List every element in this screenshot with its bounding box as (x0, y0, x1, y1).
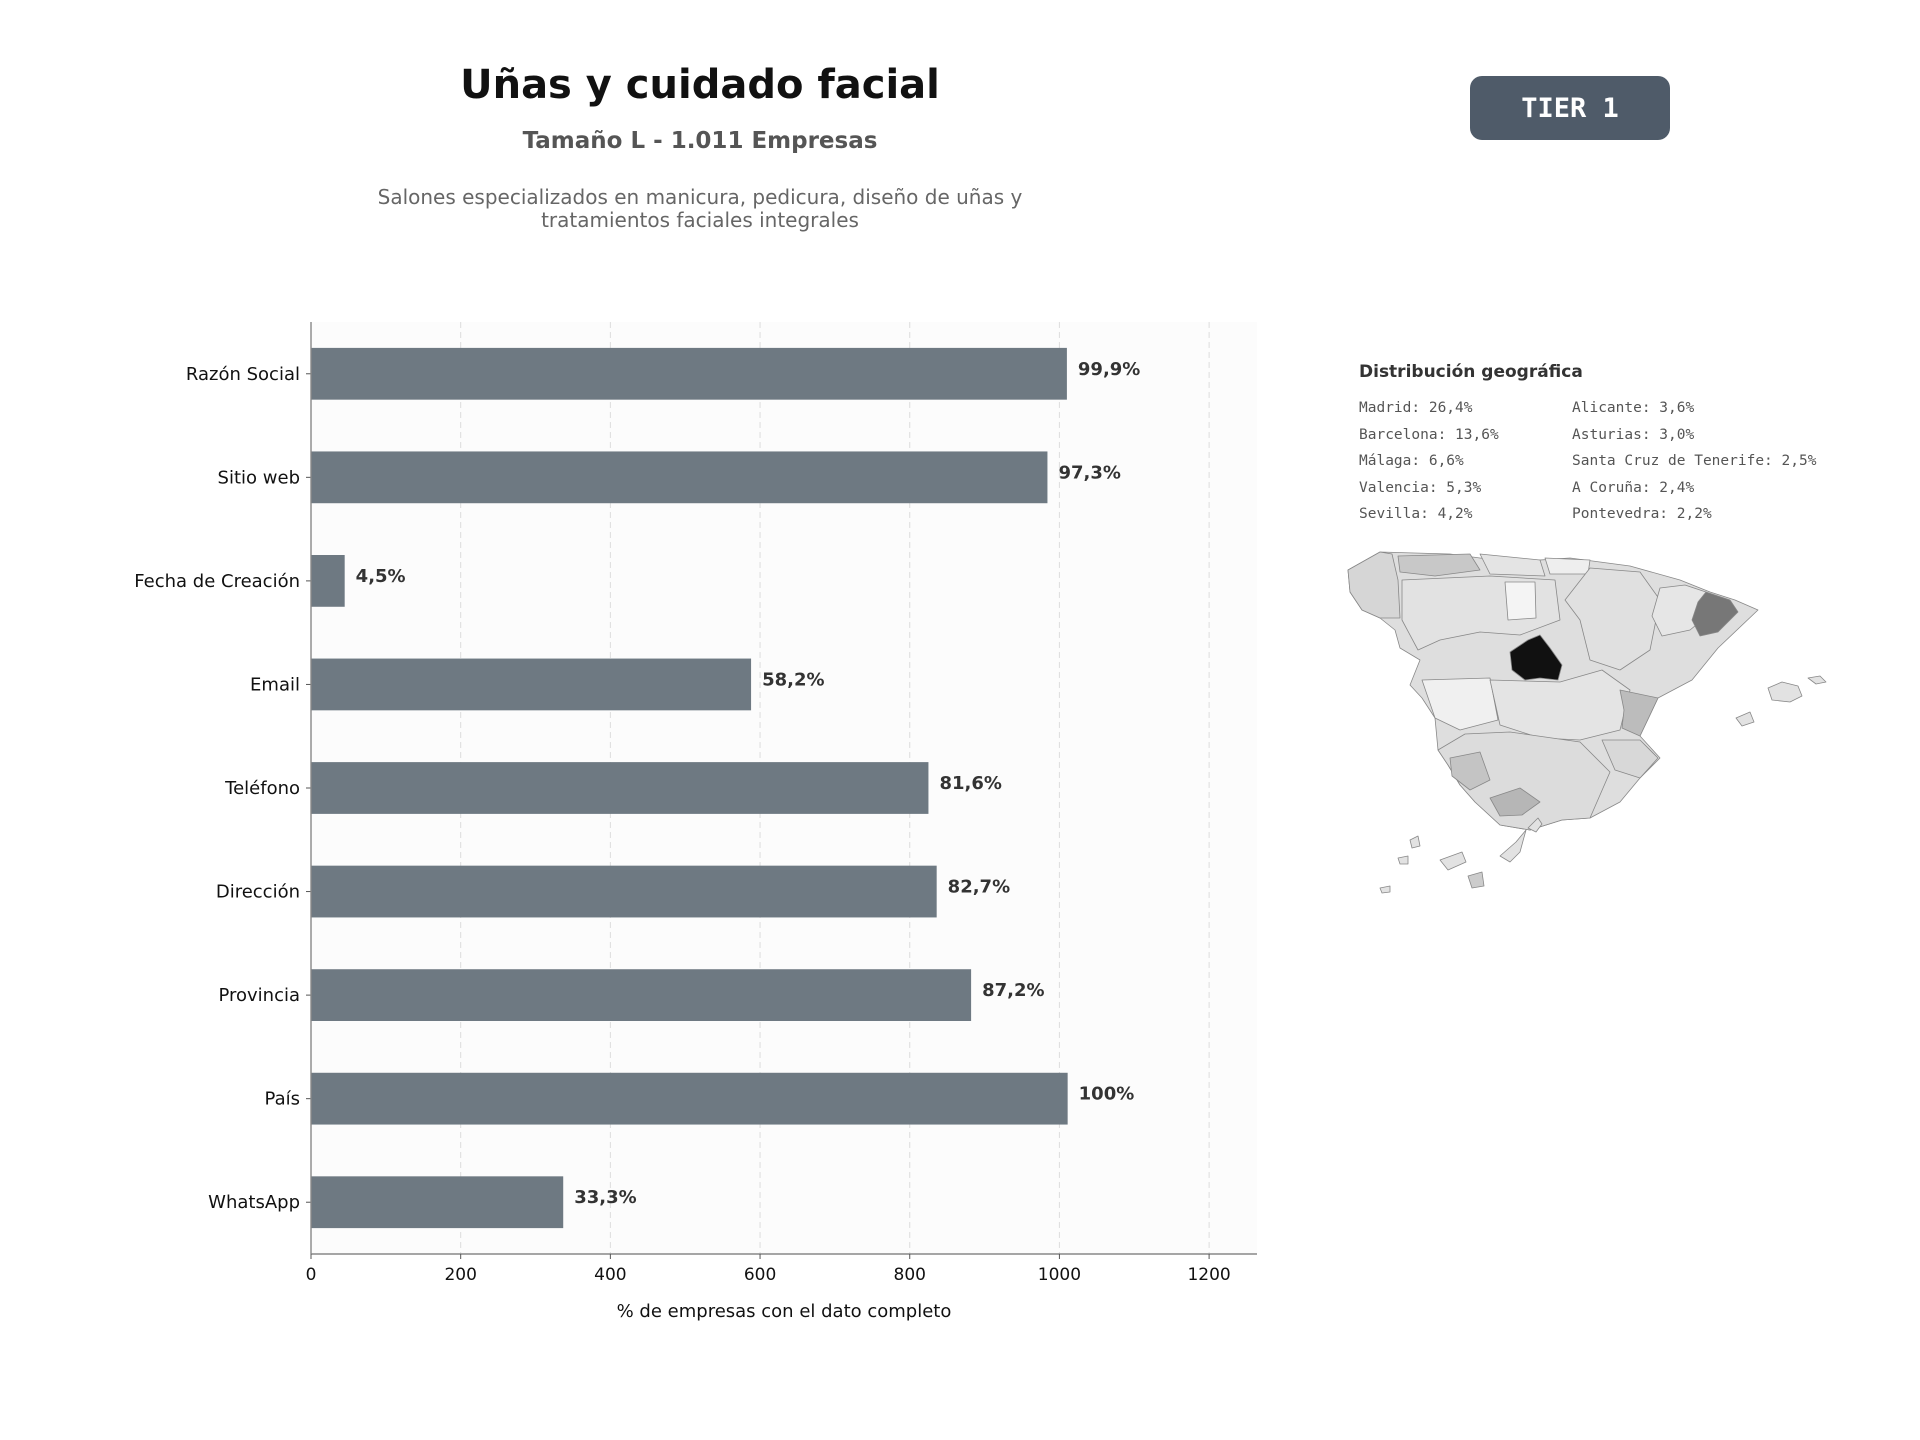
map-region (1807, 675, 1827, 685)
geo-item: Barcelona: 13,6% (1359, 426, 1499, 443)
map-region (1489, 669, 1631, 741)
chart-description: Salones especializados en manicura, pedi… (377, 185, 1023, 232)
map-region (1489, 787, 1541, 817)
data-label: 81,6% (939, 773, 1001, 794)
geo-list-column-1: Madrid: 26,4% Barcelona: 13,6% Málaga: 6… (1359, 398, 1499, 531)
data-label: 87,2% (982, 980, 1044, 1001)
data-label: 4,5% (356, 566, 406, 587)
map-region (1564, 567, 1661, 671)
map-region (1379, 885, 1391, 894)
x-tick-label: 400 (594, 1265, 626, 1285)
y-tick-label: WhatsApp (208, 1192, 300, 1213)
geo-item: Valencia: 5,3% (1359, 479, 1482, 496)
data-label: 99,9% (1078, 359, 1140, 380)
data-label: 33,3% (574, 1187, 636, 1208)
y-tick-label: País (265, 1089, 300, 1110)
bar (311, 865, 937, 918)
map-region (1449, 751, 1491, 791)
chart-subtitle: Tamaño L - 1.011 Empresas (522, 128, 878, 154)
map-region (1421, 677, 1499, 731)
geo-item: Madrid: 26,4% (1359, 400, 1473, 416)
map-region (1619, 689, 1659, 737)
geo-item: Málaga: 6,6% (1359, 453, 1464, 469)
bar (311, 969, 972, 1021)
data-label: 97,3% (1058, 462, 1120, 483)
map-region (1527, 817, 1543, 833)
x-tick-label: 200 (444, 1265, 476, 1285)
bar (311, 658, 752, 711)
data-label: 58,2% (762, 669, 824, 690)
map-region (1479, 553, 1546, 577)
geo-list-column-2: Alicante: 3,6% Asturias: 3,0% Santa Cruz… (1572, 398, 1816, 531)
x-tick-label: 600 (744, 1265, 776, 1285)
bar (311, 451, 1048, 504)
map-region (1347, 551, 1401, 619)
bar (311, 555, 345, 607)
geo-item: Pontevedra: 2,2% (1572, 506, 1712, 522)
map-region (1509, 634, 1563, 681)
x-tick-label: 1200 (1187, 1265, 1230, 1285)
map-region (1397, 855, 1409, 865)
bar (311, 1176, 564, 1229)
spain-choropleth-map (1347, 551, 1827, 894)
y-tick-label: Razón Social (186, 364, 300, 385)
map-region (1601, 739, 1659, 779)
y-tick-label: Dirección (216, 882, 300, 903)
map-region (1544, 557, 1591, 575)
y-tick-label: Sitio web (218, 467, 300, 488)
y-tick-label: Fecha de Creación (134, 571, 300, 592)
geo-item: Santa Cruz de Tenerife: 2,5% (1572, 453, 1817, 469)
bar (311, 762, 929, 814)
map-region (1691, 591, 1739, 637)
geo-item: Sevilla: 4,2% (1359, 506, 1473, 522)
y-tick-label: Teléfono (224, 778, 300, 799)
geo-item: Alicante: 3,6% (1572, 400, 1695, 416)
map-region (1499, 829, 1527, 863)
map-region (1735, 711, 1755, 727)
geo-item: A Coruña: 2,4% (1572, 479, 1695, 496)
x-tick-label: 1000 (1038, 1265, 1081, 1285)
map-region (1767, 681, 1803, 703)
x-tick-label: 0 (306, 1265, 317, 1285)
x-tick-label: 800 (894, 1265, 926, 1285)
map-region (1504, 581, 1537, 621)
chart-title: Uñas y cuidado facial (460, 62, 940, 108)
map-region (1409, 835, 1421, 849)
geo-item: Asturias: 3,0% (1572, 426, 1695, 443)
tier-badge: TIER 1 (1470, 76, 1670, 140)
y-tick-label: Provincia (218, 985, 300, 1006)
y-tick-label: Email (250, 674, 300, 695)
data-label: 82,7% (948, 877, 1010, 898)
data-label: 100% (1079, 1084, 1135, 1105)
bar (311, 1072, 1068, 1125)
map-region (1439, 851, 1467, 871)
bar (311, 347, 1067, 400)
x-axis-title: % de empresas con el dato completo (617, 1301, 952, 1322)
geo-distribution-title: Distribución geográfica (1359, 362, 1583, 382)
map-region (1467, 871, 1485, 889)
map-region (1397, 553, 1481, 577)
